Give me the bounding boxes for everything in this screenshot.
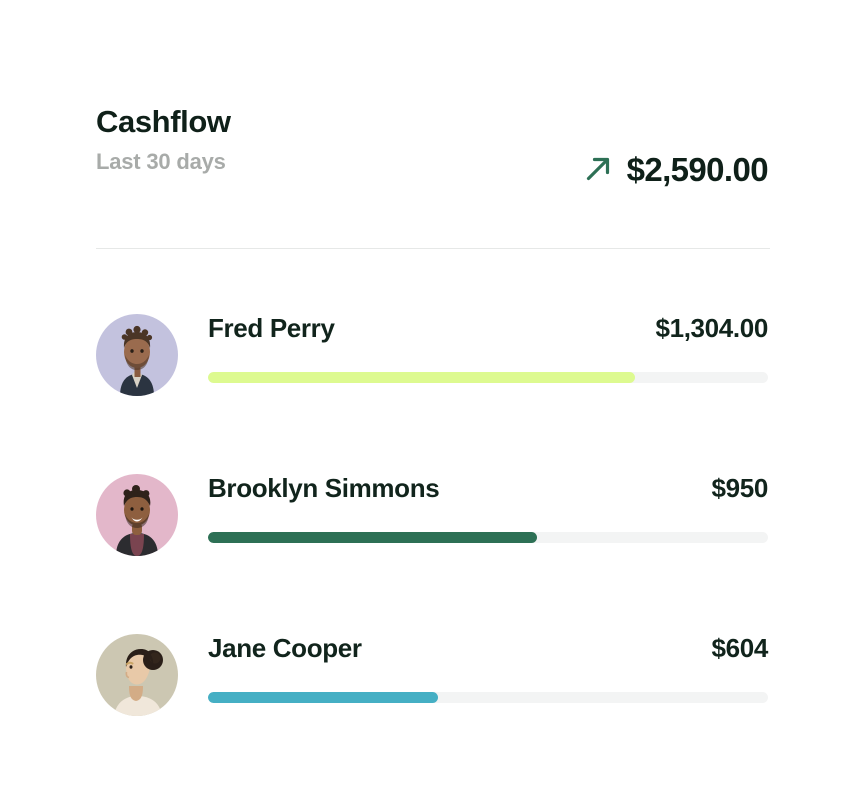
person-name: Brooklyn Simmons — [208, 473, 440, 503]
list-item[interactable]: Jane Cooper $604 — [96, 634, 770, 716]
progress-fill — [208, 692, 439, 703]
list-item-header: Jane Cooper $604 — [208, 634, 768, 674]
list-item[interactable]: Fred Perry $1,304.00 — [96, 314, 770, 396]
person-name: Jane Cooper — [208, 633, 362, 663]
arrow-up-right-icon — [586, 157, 609, 181]
list-item-body: Brooklyn Simmons $950 — [208, 474, 768, 556]
page-subtitle: Last 30 days — [96, 148, 226, 174]
person-amount: $1,304.00 — [655, 313, 768, 343]
progress-track — [208, 372, 768, 383]
list-item[interactable]: Brooklyn Simmons $950 — [96, 474, 770, 556]
progress-track — [208, 692, 768, 703]
progress-track — [208, 532, 768, 543]
person-name: Fred Perry — [208, 313, 335, 343]
progress-fill — [208, 372, 636, 383]
list-item-body: Fred Perry $1,304.00 — [208, 314, 768, 396]
avatar — [96, 634, 178, 716]
header-titles: Cashflow Last 30 days — [96, 104, 231, 174]
list-item-body: Jane Cooper $604 — [208, 634, 768, 716]
avatar-jane-cooper-icon — [96, 634, 178, 716]
header-divider — [96, 248, 770, 249]
progress-fill — [208, 532, 538, 543]
person-amount: $950 — [711, 473, 769, 503]
avatar — [96, 474, 178, 556]
cashflow-list: Fred Perry $1,304.00 — [96, 314, 770, 716]
avatar — [96, 314, 178, 396]
card-header: Cashflow Last 30 days $2,590.00 — [96, 104, 769, 204]
list-item-header: Brooklyn Simmons $950 — [208, 474, 768, 514]
avatar-brooklyn-simmons-icon — [96, 474, 178, 556]
list-item-header: Fred Perry $1,304.00 — [208, 314, 768, 354]
person-amount: $604 — [711, 633, 769, 663]
total-summary: $2,590.00 — [583, 148, 769, 190]
page-title: Cashflow — [96, 104, 231, 139]
avatar-fred-perry-icon — [96, 314, 178, 396]
total-amount: $2,590.00 — [626, 150, 769, 188]
